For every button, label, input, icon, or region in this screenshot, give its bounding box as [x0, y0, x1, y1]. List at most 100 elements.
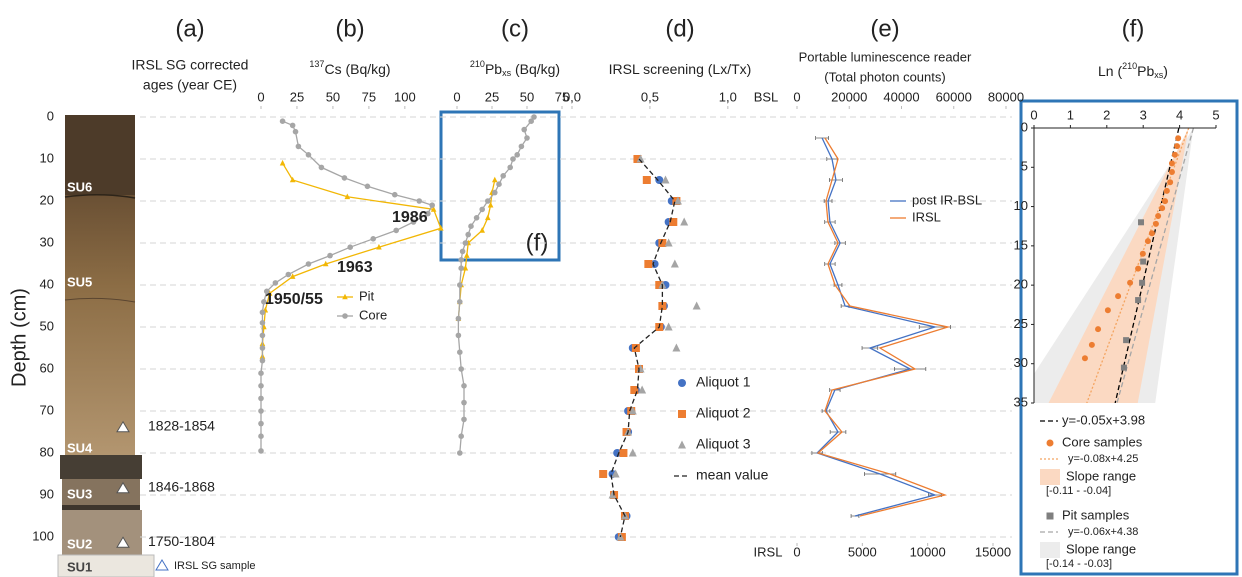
marker — [510, 156, 516, 162]
boundary — [64, 193, 136, 199]
x-tick-label: 10000 — [910, 544, 946, 559]
marker — [528, 118, 534, 124]
marker — [1162, 198, 1169, 205]
y-tick-label: 100 — [32, 528, 54, 543]
legend-label: Core samples — [1062, 434, 1143, 449]
x-tick-label: 1,0 — [719, 89, 737, 104]
marker — [669, 218, 678, 226]
marker — [289, 176, 296, 183]
series-line — [816, 137, 951, 517]
marker — [347, 244, 353, 250]
unit-label: SU1 — [67, 559, 92, 574]
x-tick-label: 2 — [1103, 107, 1110, 122]
x-tick-label: 1 — [1067, 107, 1074, 122]
marker — [457, 299, 463, 305]
y-axis-label: Depth (cm) — [8, 288, 30, 387]
annotation: 1950/55 — [265, 291, 323, 308]
inset-marker — [439, 110, 561, 262]
x-tick-label: 5 — [1212, 107, 1219, 122]
y-tick-label: 30 — [40, 234, 54, 249]
marker — [305, 152, 312, 158]
marker — [1088, 341, 1095, 348]
xlabel-sup: 137 — [309, 59, 324, 69]
y-tick-label: 30 — [1014, 355, 1028, 370]
marker — [1123, 337, 1130, 344]
marker — [1095, 326, 1102, 333]
marker — [507, 164, 513, 171]
marker — [644, 260, 653, 268]
x-tick-label: 0 — [257, 89, 264, 104]
marker — [279, 118, 286, 124]
y-tick-label: 0 — [47, 108, 54, 123]
marker — [364, 183, 371, 190]
marker — [318, 164, 325, 171]
marker — [1139, 250, 1146, 257]
marker — [1159, 205, 1166, 212]
marker — [664, 322, 673, 331]
boundary — [64, 297, 136, 303]
x-tick-label: 50 — [520, 89, 534, 104]
marker — [611, 469, 620, 478]
marker — [461, 383, 467, 389]
marker — [468, 223, 474, 229]
marker — [619, 449, 628, 457]
marker — [492, 189, 498, 196]
marker — [628, 448, 637, 457]
x-tick-label: 60000 — [936, 89, 972, 104]
y-tick-label: 25 — [1014, 316, 1028, 331]
marker — [599, 470, 608, 478]
legend-label: y=-0.06x+4.38 — [1068, 526, 1138, 538]
legend-symbol — [1046, 512, 1054, 520]
marker — [638, 385, 647, 394]
marker — [1163, 187, 1170, 194]
marker — [1135, 297, 1142, 304]
layer — [60, 455, 142, 479]
marker — [289, 273, 296, 279]
layer — [62, 505, 140, 510]
marker — [455, 332, 462, 339]
marker — [531, 114, 537, 120]
marker — [1155, 213, 1162, 219]
axis-label: BSL — [754, 89, 779, 104]
marker — [259, 332, 266, 339]
unit-label: SU3 — [67, 486, 92, 501]
subtitle: Portable luminescence reader — [799, 49, 972, 64]
x-tick-label: 75 — [555, 89, 569, 104]
legend-label: post IR-BSL — [912, 192, 982, 207]
marker — [393, 227, 400, 234]
legend-label: Aliquot 3 — [696, 436, 751, 452]
x-tick-label: 100 — [394, 89, 416, 104]
legend-label: Slope range — [1066, 541, 1136, 556]
x-tick-label: 0 — [1030, 107, 1037, 122]
marker — [518, 143, 525, 150]
y-tick-label: 70 — [40, 402, 54, 417]
marker — [672, 343, 681, 352]
marker — [1168, 169, 1175, 175]
xlabel: Pb — [1137, 63, 1154, 79]
marker — [258, 370, 264, 377]
marker — [279, 159, 286, 166]
y-tick-label: 5 — [1021, 159, 1028, 174]
marker — [458, 366, 465, 372]
marker — [258, 420, 264, 427]
axis-label: IRSL screening (Lx/Tx) — [609, 61, 752, 77]
marker — [487, 201, 494, 208]
marker — [461, 416, 467, 423]
panel-title: (e) — [870, 15, 899, 42]
x-tick-label: 0 — [793, 544, 800, 559]
marker — [633, 155, 642, 163]
panel-title: (b) — [335, 15, 364, 42]
marker — [305, 261, 312, 267]
x-tick-label: 25 — [485, 89, 499, 104]
xlabel-sup: 210 — [470, 59, 485, 69]
marker — [631, 344, 640, 352]
marker — [259, 309, 266, 316]
marker — [464, 252, 470, 258]
unit-label: SU6 — [67, 179, 92, 194]
marker — [655, 281, 664, 289]
slope-range — [1034, 128, 1194, 403]
y-tick-label: 80 — [40, 444, 54, 459]
marker — [457, 450, 463, 456]
y-tick-label: 10 — [1014, 198, 1028, 213]
